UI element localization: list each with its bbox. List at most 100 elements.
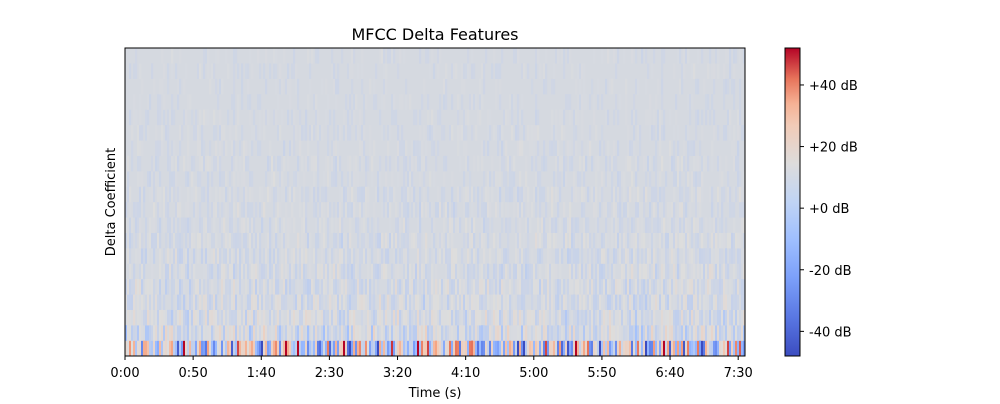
heatmap-cell (623, 279, 626, 295)
heatmap-cell (693, 263, 696, 280)
heatmap-cell (623, 186, 626, 203)
heatmap-cell (511, 263, 514, 280)
heatmap-cell (591, 186, 594, 203)
heatmap-cell (307, 155, 310, 172)
heatmap-cell (497, 340, 500, 357)
heatmap-cell (139, 217, 142, 233)
heatmap-cell (175, 309, 178, 326)
heatmap-cell (141, 325, 144, 341)
heatmap-cell (249, 294, 252, 310)
heatmap-cell (451, 63, 454, 79)
heatmap-cell (661, 279, 664, 295)
heatmap-cell (197, 171, 200, 187)
heatmap-cell (719, 340, 722, 357)
heatmap-cell (661, 248, 664, 264)
heatmap-cell (253, 340, 256, 357)
heatmap-cell (687, 155, 690, 172)
heatmap-cell (157, 294, 160, 310)
heatmap-cell (299, 294, 302, 310)
heatmap-cell (507, 109, 510, 126)
heatmap-cell (571, 325, 574, 341)
heatmap-cell (355, 325, 358, 341)
heatmap-cell (171, 279, 174, 295)
heatmap-cell (525, 155, 528, 172)
heatmap-cell (685, 232, 688, 249)
heatmap-cell (447, 202, 450, 218)
heatmap-cell (351, 309, 354, 326)
heatmap-cell (599, 248, 602, 264)
heatmap-cell (601, 263, 604, 280)
heatmap-cell (179, 325, 182, 341)
heatmap-cell (645, 294, 648, 310)
heatmap-cell (301, 217, 304, 233)
heatmap-cell (141, 340, 144, 357)
heatmap-cell (173, 279, 176, 295)
heatmap-cell (255, 232, 258, 249)
heatmap-cell (183, 248, 186, 264)
heatmap-cell (503, 171, 506, 187)
heatmap-cell (129, 263, 132, 280)
heatmap-cell (189, 94, 192, 110)
heatmap-cell (661, 294, 664, 310)
heatmap-cell (349, 279, 352, 295)
heatmap-cell (429, 325, 432, 341)
heatmap-cell (665, 294, 668, 310)
heatmap-cell (267, 325, 270, 341)
heatmap-cell (219, 78, 222, 95)
heatmap-cell (303, 263, 306, 280)
heatmap-cell (229, 263, 232, 280)
heatmap-cell (293, 109, 296, 126)
heatmap-cell (495, 279, 498, 295)
heatmap-cell (637, 248, 640, 264)
heatmap-cell (253, 294, 256, 310)
heatmap-cell (705, 217, 708, 233)
heatmap-cell (595, 125, 598, 141)
heatmap-cell (617, 48, 620, 64)
heatmap-cell (259, 263, 262, 280)
heatmap-cell (659, 109, 662, 126)
heatmap-cell (159, 78, 162, 95)
heatmap-cell (705, 94, 708, 110)
heatmap-cell (479, 109, 482, 126)
heatmap-cell (691, 171, 694, 187)
heatmap-cell (441, 294, 444, 310)
heatmap-cell (541, 340, 544, 357)
heatmap-cell (391, 309, 394, 326)
heatmap-cell (233, 309, 236, 326)
heatmap-cell (687, 125, 690, 141)
heatmap-cell (189, 325, 192, 341)
heatmap-cell (563, 140, 566, 156)
heatmap-cell (721, 202, 724, 218)
heatmap-cell (695, 340, 698, 357)
heatmap-cell (183, 294, 186, 310)
heatmap-cell (513, 294, 516, 310)
heatmap-cell (173, 340, 176, 357)
heatmap-cell (663, 340, 666, 357)
heatmap-cell (563, 48, 566, 64)
heatmap-cell (695, 186, 698, 203)
heatmap-cell (307, 140, 310, 156)
heatmap-cell (259, 279, 262, 295)
heatmap-cell (667, 232, 670, 249)
heatmap-cell (453, 202, 456, 218)
heatmap-cell (621, 217, 624, 233)
heatmap-cell (205, 325, 208, 341)
heatmap-cell (737, 171, 740, 187)
heatmap-cell (657, 279, 660, 295)
heatmap-cell (393, 48, 396, 64)
heatmap-cell (555, 325, 558, 341)
heatmap-cell (505, 340, 508, 357)
heatmap-cell (707, 232, 710, 249)
heatmap-cell (173, 248, 176, 264)
heatmap-cell (227, 263, 230, 280)
heatmap-cell (681, 309, 684, 326)
heatmap-cell (699, 140, 702, 156)
heatmap-cell (445, 309, 448, 326)
heatmap-cell (649, 217, 652, 233)
heatmap-cell (283, 217, 286, 233)
heatmap-cell (403, 48, 406, 64)
heatmap-cell (385, 171, 388, 187)
heatmap-cell (741, 248, 744, 264)
heatmap-cell (531, 78, 534, 95)
heatmap-cell (535, 340, 538, 357)
